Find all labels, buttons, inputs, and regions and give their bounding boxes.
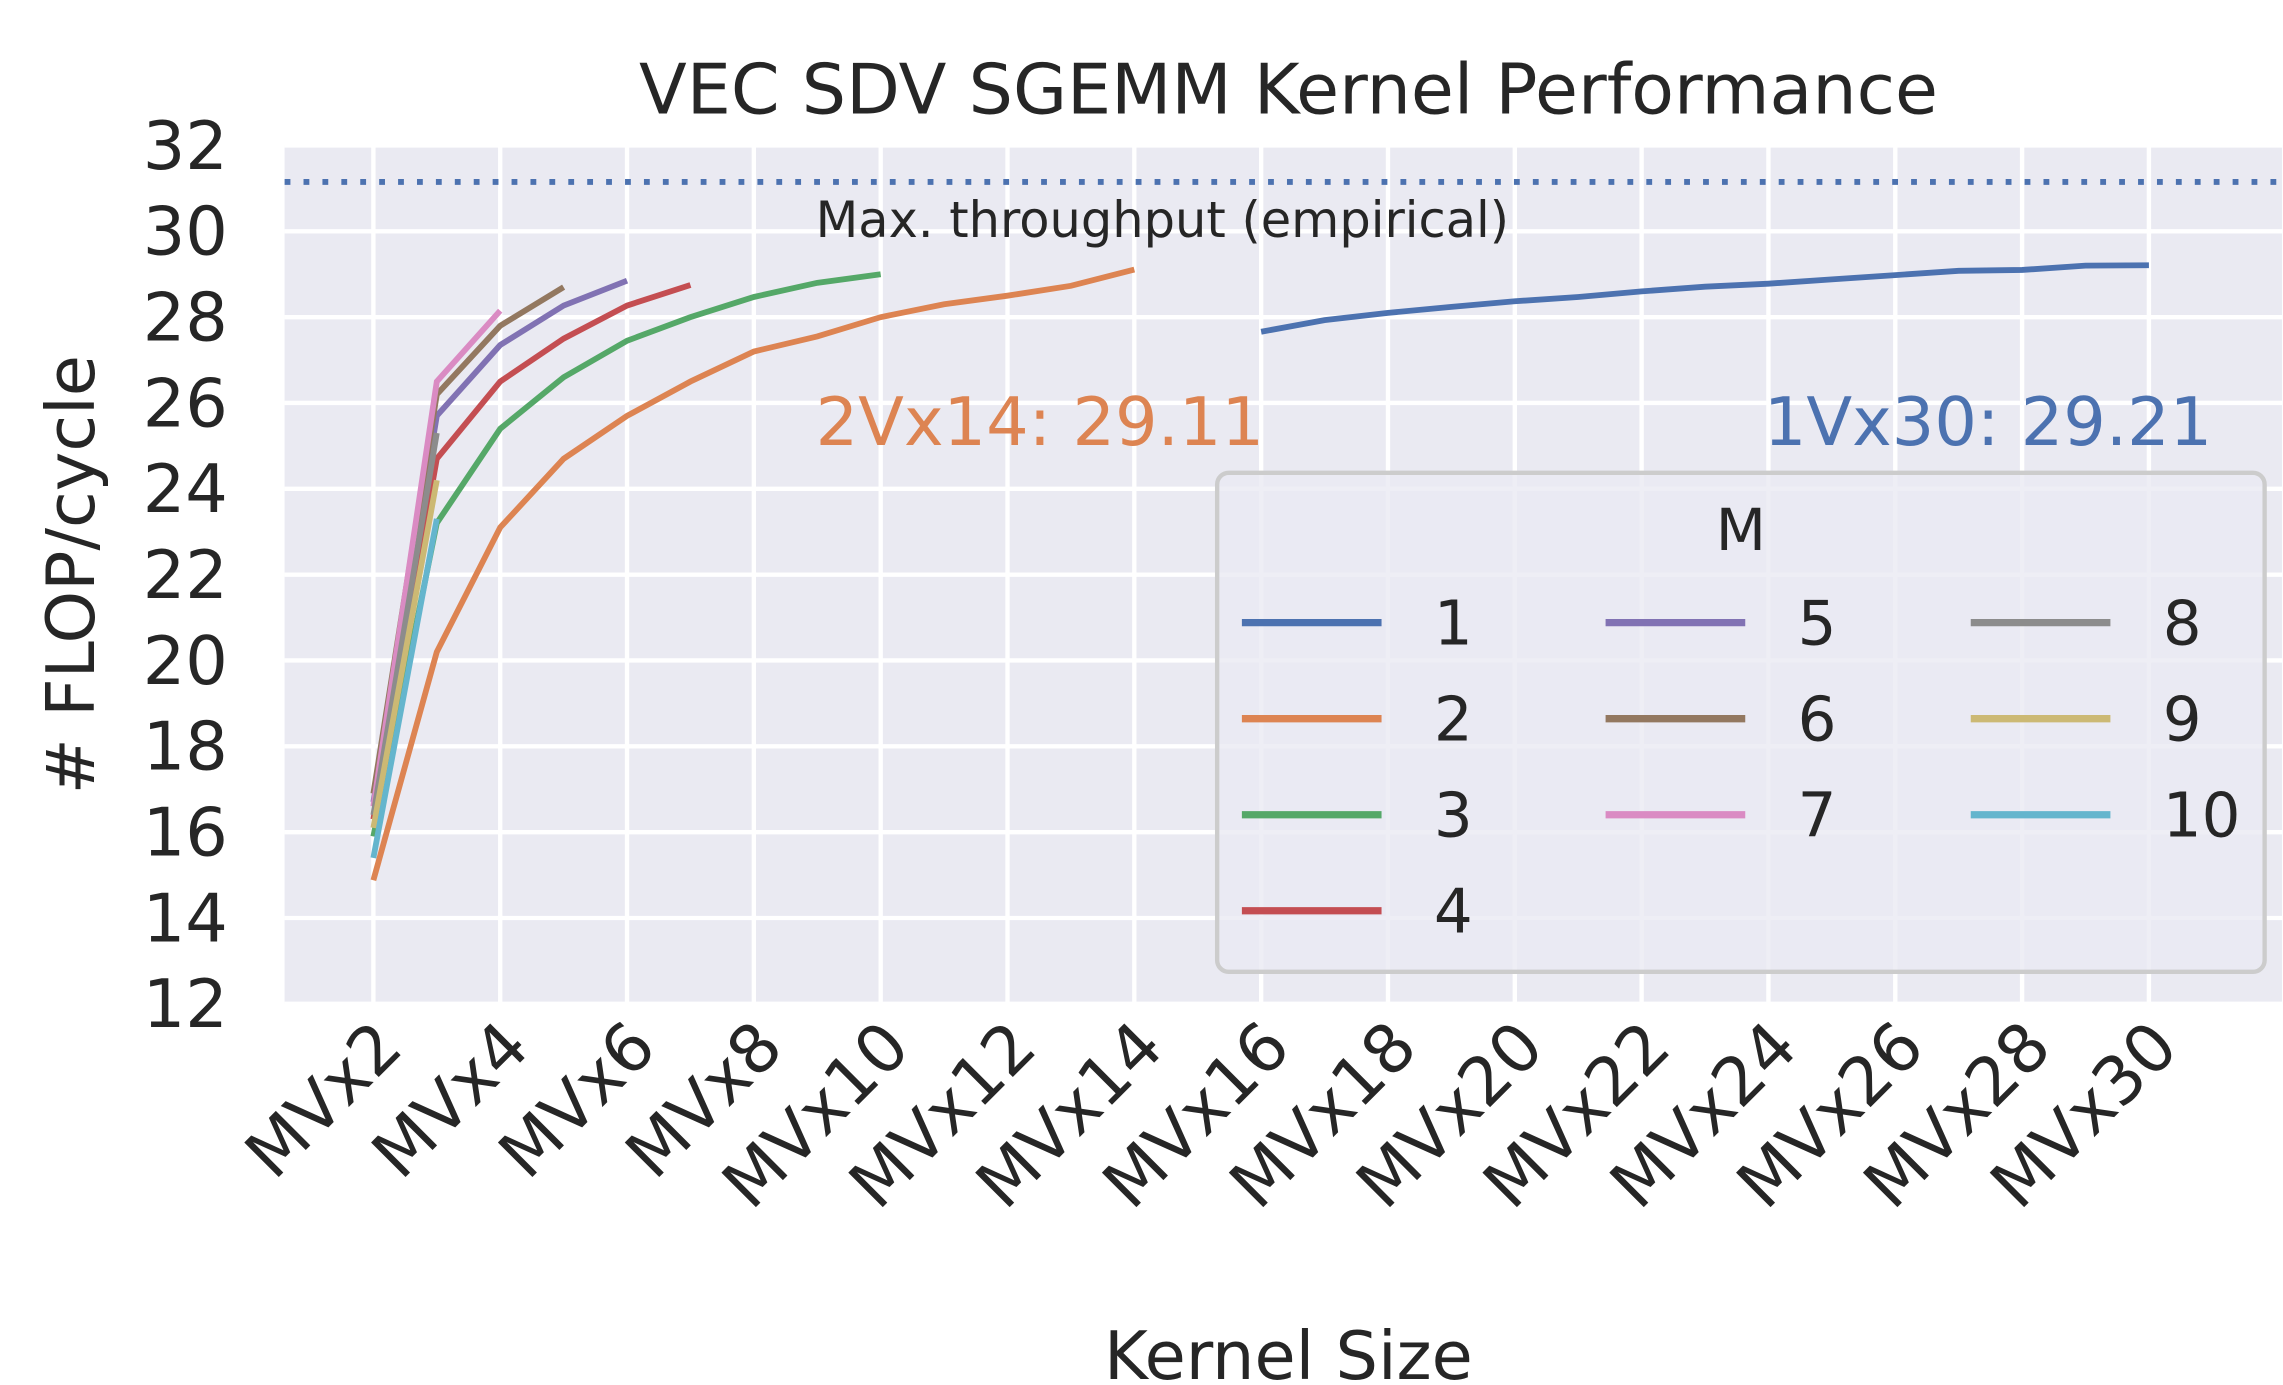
legend-label: 1 (1434, 588, 1473, 659)
legend-label: 10 (2163, 781, 2241, 852)
y-tick-label: 24 (143, 450, 228, 528)
legend-title: M (1716, 496, 1766, 564)
legend-label: 3 (1434, 781, 1473, 852)
legend-label: 6 (1798, 685, 1837, 756)
x-axis-label: Kernel Size (1104, 1317, 1473, 1385)
line (1260, 262, 2149, 335)
y-tick-label: 32 (143, 107, 228, 185)
line (370, 518, 440, 859)
y-tick-label: 28 (143, 278, 228, 356)
legend-label: 5 (1798, 588, 1837, 659)
y-tick-label: 12 (143, 965, 228, 1043)
line (370, 271, 882, 838)
line (370, 282, 692, 820)
y-tick-label: 22 (143, 536, 228, 614)
y-axis-label: # FLOP/cycle (32, 355, 110, 794)
line (370, 479, 440, 829)
legend-label: 8 (2163, 588, 2202, 659)
y-tick-label: 16 (143, 793, 228, 871)
line (370, 266, 1136, 882)
y-tick-label: 26 (143, 364, 228, 442)
y-tick-label: 18 (143, 708, 228, 786)
legend-label: 9 (2163, 685, 2202, 756)
reference-label: Max. throughput (empirical) (816, 191, 1509, 249)
legend-label: 4 (1434, 877, 1473, 948)
lines (284, 179, 2283, 882)
y-tick-label: 30 (143, 193, 228, 271)
line (370, 308, 503, 807)
chart-title: VEC SDV SGEMM Kernel Performance (639, 49, 1938, 130)
annotation: 2Vx14: 29.11 (816, 383, 1264, 461)
y-tick-label: 20 (143, 622, 228, 700)
annotation: 1Vx30: 29.21 (1764, 383, 2212, 461)
line (370, 432, 440, 816)
legend: M 1 2 3 4 5 6 7 8 9 10 (1214, 470, 2267, 975)
y-tick-label: 14 (143, 879, 228, 957)
legend-label: 2 (1434, 685, 1473, 756)
legend-label: 7 (1798, 781, 1837, 852)
